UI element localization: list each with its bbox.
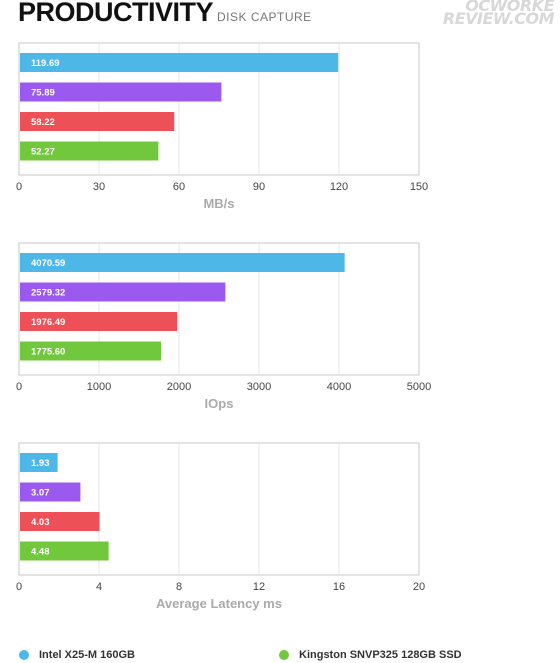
bar-value-label: 4.03: [31, 517, 50, 528]
x-tick-label: 0: [16, 381, 22, 393]
bar: [20, 482, 81, 502]
x-tick-label: 0: [16, 181, 22, 193]
x-tick-label: 150: [410, 181, 428, 193]
x-tick-label: 4: [96, 581, 102, 593]
x-tick-label: 8: [176, 581, 182, 593]
bar-value-label: 1976.49: [31, 317, 65, 328]
bar-value-label: 1775.60: [31, 347, 65, 358]
bar-value-label: 58.22: [31, 117, 55, 128]
x-tick-label: 3000: [247, 381, 271, 393]
legend-swatch-intel: [19, 650, 29, 660]
watermark-logo: OCWORKE REVIEW.COM: [424, 0, 555, 28]
bar: [20, 341, 162, 361]
bar: [20, 282, 226, 302]
bar-value-label: 2579.32: [31, 288, 65, 299]
x-tick-label: 16: [333, 581, 345, 593]
bar: [20, 141, 159, 161]
x-tick-label: 120: [330, 181, 348, 193]
bar: [20, 53, 339, 72]
x-tick-label: 60: [173, 181, 185, 193]
x-tick-label: 20: [413, 581, 425, 593]
chart-iops: 0 1000 2000 3000 4000 5000 IOps 4070.59 2579.32 1…: [16, 242, 431, 411]
x-axis-label: Average Latency ms: [156, 596, 282, 611]
bar-value-label: 52.27: [31, 147, 55, 158]
legend-swatch-kingston: [279, 650, 289, 660]
bar-value-label: 1.93: [31, 458, 50, 469]
x-tick-label: 0: [16, 581, 22, 593]
x-tick-label: 4000: [327, 381, 351, 393]
logo-line-1: OCWORKE: [465, 0, 554, 15]
bar: [20, 312, 178, 331]
x-tick-label: 2000: [167, 381, 191, 393]
bar-value-label: 75.89: [31, 88, 55, 99]
bar: [20, 253, 345, 272]
page-title: PRODUCTIVITY: [18, 0, 214, 27]
chart-throughput: 0 30 60 90 120 150 MB/s 119.69 75.89 58.22 52.27: [16, 42, 428, 211]
bar: [20, 512, 100, 531]
x-axis-label: MB/s: [203, 196, 234, 211]
bar: [20, 453, 58, 472]
legend-item-kingston: Kingston SNVP325 128GB SSD: [279, 649, 462, 661]
chart-latency: 0 4 8 12 16 20 Average Latency ms 1.93 3.07 4.03 4…: [16, 442, 425, 611]
bar-value-label: 119.69: [31, 58, 60, 69]
x-tick-label: 90: [253, 181, 265, 193]
bar: [20, 112, 175, 131]
legend-item-intel: Intel X25-M 160GB: [19, 649, 135, 661]
x-tick-label: 1000: [87, 381, 111, 393]
x-tick-label: 12: [253, 581, 265, 593]
x-axis-label: IOps: [205, 396, 234, 411]
bar-value-label: 3.07: [31, 488, 50, 499]
bar-value-label: 4.48: [31, 547, 50, 558]
bar-value-label: 4070.59: [31, 258, 65, 269]
page-subtitle: DISK CAPTURE: [217, 10, 312, 24]
legend: Intel X25-M 160GB Kingston SNVP325 128GB…: [0, 649, 560, 663]
logo-line-2: REVIEW.COM: [442, 9, 555, 28]
legend-label-kingston: Kingston SNVP325 128GB SSD: [299, 649, 462, 661]
x-tick-label: 30: [93, 181, 105, 193]
legend-label-intel: Intel X25-M 160GB: [39, 649, 135, 661]
bar: [20, 82, 222, 102]
bar: [20, 541, 109, 561]
x-tick-label: 5000: [407, 381, 431, 393]
